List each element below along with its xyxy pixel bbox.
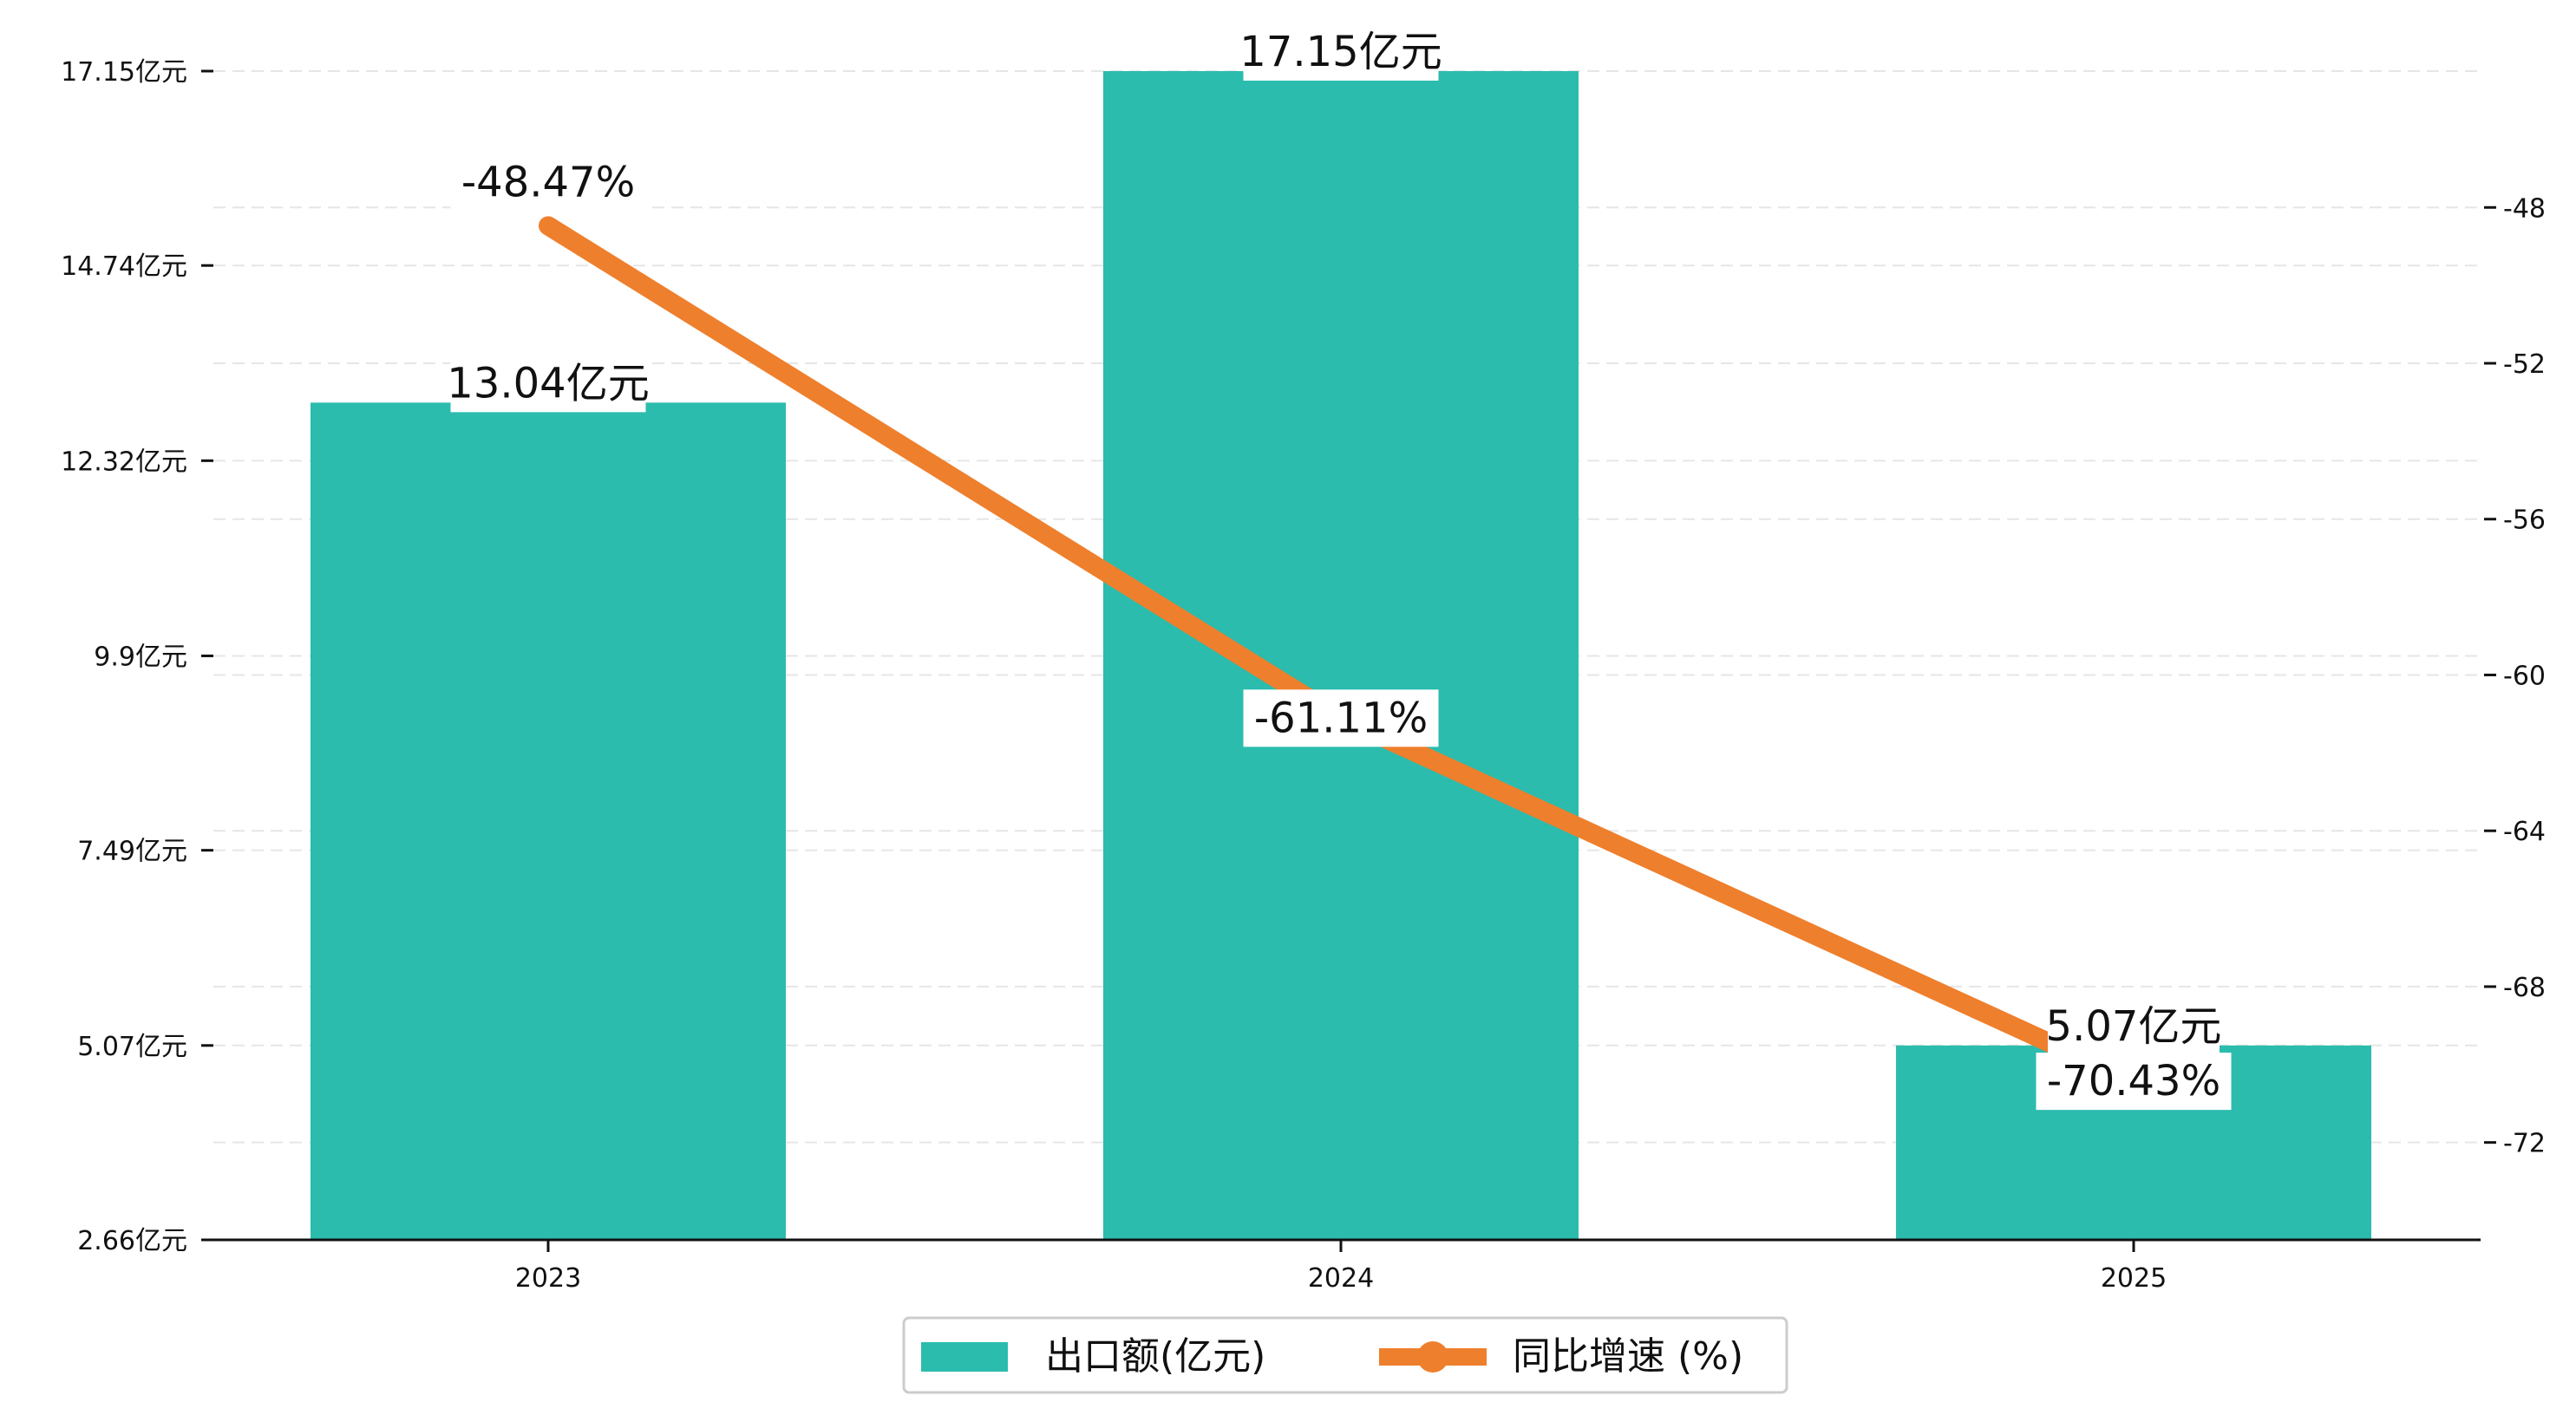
left-tick-label-5: 14.74亿元: [61, 251, 187, 282]
growth-value-label-2024: -61.11%: [1254, 694, 1428, 742]
bars: [311, 71, 2371, 1241]
bar-value-label-2024-bg: [1243, 23, 1439, 81]
legend-frame: [902, 1316, 1788, 1394]
legend-bar-swatch: [921, 1342, 1008, 1372]
bar-value-label-2025-bg: [2048, 997, 2220, 1055]
right-tick-label-1: -52: [2503, 349, 2546, 380]
data-labels: 13.04亿元 17.15亿元 5.07亿元 -48.47% -61.11% -70.43…: [447, 23, 2232, 1111]
left-tick-label-0: 2.66亿元: [77, 1226, 187, 1256]
bar-value-label-2023: 13.04亿元: [447, 359, 649, 408]
right-tick-label-4: -64: [2503, 817, 2546, 847]
bar-2023: [311, 402, 786, 1241]
left-tick-label-2: 7.49亿元: [77, 837, 187, 867]
right-tick-label-2: -56: [2503, 505, 2546, 536]
axes: 2.66亿元 5.07亿元 7.49亿元 9.9亿元 12.32亿元 14.74亿元 17.…: [61, 57, 2546, 1294]
bar-value-label-2023-bg: [450, 355, 646, 413]
legend-bar-label: 出口额(亿元): [1045, 1334, 1265, 1379]
growth-value-label-2025-bg: [2036, 1053, 2232, 1111]
x-tick-label-2023: 2023: [515, 1263, 581, 1294]
right-tick-label-6: -72: [2503, 1129, 2546, 1159]
right-tick-label-5: -68: [2503, 973, 2546, 1003]
legend-line-label: 同比增速 (%): [1513, 1334, 1743, 1379]
left-tick-label-6: 17.15亿元: [61, 57, 187, 88]
growth-value-label-2024-bg: [1243, 689, 1439, 747]
left-tick-label-4: 12.32亿元: [61, 447, 187, 477]
growth-value-label-2023: -48.47%: [461, 158, 635, 206]
growth-value-label-2025: -70.43%: [2047, 1057, 2220, 1105]
bar-2024: [1103, 71, 1579, 1240]
x-tick-label-2025: 2025: [2101, 1263, 2167, 1294]
left-tick-label-3: 9.9亿元: [94, 642, 187, 672]
growth-value-label-2023-bg: [450, 153, 646, 212]
right-tick-label-3: -60: [2503, 661, 2546, 691]
growth-point-2023: [539, 216, 558, 236]
left-tick-label-1: 5.07亿元: [77, 1032, 187, 1062]
x-tick-label-2024: 2024: [1308, 1263, 1374, 1294]
legend-line-marker: [1417, 1341, 1448, 1373]
right-tick-label-0: -48: [2503, 193, 2546, 224]
bar-value-label-2024: 17.15亿元: [1239, 28, 1442, 76]
legend: 出口额(亿元) 同比增速 (%): [902, 1316, 1788, 1394]
bar-value-label-2025: 5.07亿元: [2046, 1002, 2222, 1051]
